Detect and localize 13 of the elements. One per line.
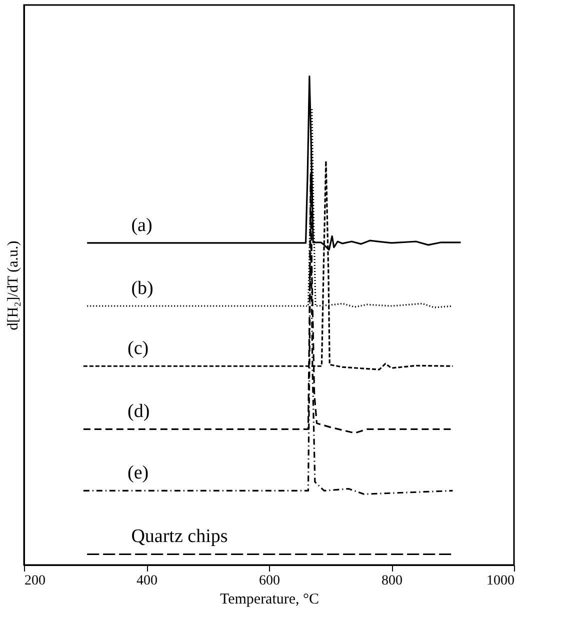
series-label: (e) bbox=[128, 462, 149, 484]
y-axis-title: d[H₂]/dT (a.u.) bbox=[6, 240, 22, 330]
x-axis-title: Temperature, °C bbox=[220, 592, 320, 608]
series-label: (d) bbox=[128, 401, 150, 422]
x-tick-label: 800 bbox=[382, 574, 402, 588]
series-label: (c) bbox=[128, 338, 149, 360]
x-tick-label: 1000 bbox=[486, 574, 514, 588]
series-label: Quartz chips bbox=[131, 526, 228, 548]
x-tick-label: 600 bbox=[259, 574, 280, 588]
series-label: (a) bbox=[131, 214, 152, 236]
x-tick-label: 400 bbox=[136, 574, 158, 588]
series-label: (b) bbox=[131, 278, 154, 300]
x-tick-label: 200 bbox=[24, 574, 46, 588]
